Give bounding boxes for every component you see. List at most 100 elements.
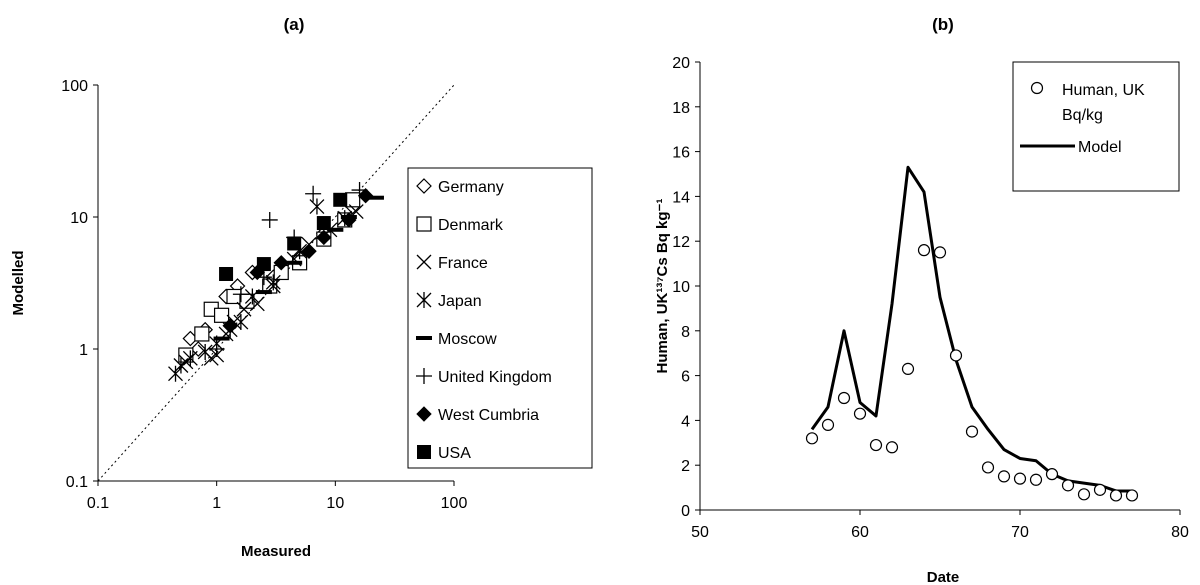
chart-a-legend-label-usa: USA <box>438 445 471 462</box>
chart-a-point-west-cumbria <box>273 255 289 271</box>
chart-a-y-tick-label: 0.1 <box>66 474 88 491</box>
chart-a-point-united-kingdom <box>232 286 249 303</box>
chart-a-point-germany <box>190 341 207 357</box>
chart-b-points <box>805 244 1139 502</box>
chart-b-x-tick-label: 80 <box>1171 524 1189 541</box>
chart-b-point-human-uk <box>917 244 931 257</box>
chart-b-y-tick-label: 0 <box>681 503 690 520</box>
chart-a-point-moscow <box>213 336 230 341</box>
chart-a-legend-box <box>407 167 593 469</box>
chart-a-point-france <box>236 301 252 317</box>
chart-a-point-japan <box>309 198 325 215</box>
chart-a-axes <box>97 85 454 482</box>
chart-a: (a) 0.1 1 10 100 0.1 1 10 100 Measured Modelled… <box>10 15 593 560</box>
chart-b-title: (b) <box>932 15 954 34</box>
chart-b-point-human-uk <box>1061 479 1075 492</box>
chart-a-legend-marker-japan <box>416 292 432 308</box>
chart-b-y-tick-label: 8 <box>681 324 690 341</box>
chart-a-point-west-cumbria <box>341 212 357 228</box>
chart-b-point-human-uk <box>965 425 979 438</box>
chart-a-point-united-kingdom <box>261 211 278 228</box>
chart-b-point-human-uk <box>901 362 915 375</box>
chart-a-legend-marker-united-kingdom <box>416 368 432 384</box>
chart-b: (b) 50 60 70 80 0 2 4 6 8 10 12 14 16 18 20 Date Human… <box>654 15 1189 585</box>
chart-a-point-japan <box>173 357 189 374</box>
chart-b-point-human-uk <box>933 246 947 259</box>
chart-a-point-moscow <box>327 227 344 232</box>
chart-b-point-human-uk <box>1093 483 1107 496</box>
chart-b-point-human-uk <box>997 470 1011 483</box>
chart-a-point-moscow <box>367 195 384 200</box>
chart-b-y-tick-label: 10 <box>672 279 690 296</box>
chart-a-point-west-cumbria <box>301 243 317 259</box>
chart-b-y-tick-label: 14 <box>672 189 690 206</box>
chart-b-y-tick-label: 16 <box>672 145 690 162</box>
chart-a-point-usa <box>256 257 271 272</box>
chart-b-x-tick-label: 50 <box>691 524 709 541</box>
chart-a-point-denmark <box>213 307 230 323</box>
chart-a-legend-label-moscow: Moscow <box>438 331 497 348</box>
chart-a-point-denmark <box>345 192 361 208</box>
chart-b-point-human-uk <box>1077 488 1091 501</box>
chart-a-title: (a) <box>284 15 305 34</box>
chart-b-point-human-uk <box>1045 468 1059 481</box>
chart-b-y-tick-label: 20 <box>672 55 690 72</box>
chart-a-point-japan <box>197 343 213 360</box>
chart-a-legend-items: Germany Denmark France Japan Moscow United Ki… <box>416 178 552 462</box>
chart-a-point-usa <box>333 192 348 207</box>
chart-b-point-human-uk <box>821 418 835 431</box>
chart-b-legend-label-model: Model <box>1078 139 1122 156</box>
chart-b-point-human-uk <box>1125 489 1139 502</box>
chart-a-point-denmark <box>226 288 242 305</box>
chart-b-y-tick-label: 4 <box>681 413 690 430</box>
chart-a-legend-label-japan: Japan <box>438 293 482 310</box>
chart-a-xlabel: Measured <box>241 543 311 560</box>
chart-b-point-human-uk <box>805 432 819 445</box>
chart-b-point-human-uk <box>869 438 883 452</box>
chart-b-point-human-uk <box>1013 472 1027 485</box>
chart-b-point-human-uk <box>981 461 995 474</box>
chart-b-x-tick-label: 60 <box>851 524 869 541</box>
chart-a-legend-label-france: France <box>438 255 488 272</box>
chart-a-legend-marker-germany <box>416 178 432 194</box>
chart-a-legend-label-denmark: Denmark <box>438 217 504 234</box>
chart-a-ticks: 0.1 1 10 100 0.1 1 10 100 <box>61 78 467 512</box>
chart-a-point-west-cumbria <box>316 229 332 246</box>
chart-b-y-tick-label: 2 <box>681 458 690 475</box>
chart-a-legend-label-west-cumbria: West Cumbria <box>438 407 539 424</box>
chart-a-ylabel: Modelled <box>10 250 27 315</box>
chart-b-point-human-uk <box>1029 473 1043 486</box>
chart-a-legend-marker-usa <box>417 445 431 459</box>
chart-b-point-human-uk <box>853 407 867 420</box>
chart-b-x-tick-label: 70 <box>1011 524 1029 541</box>
chart-b-series-model-line <box>810 165 1132 493</box>
chart-b-point-human-uk <box>837 391 851 405</box>
chart-a-point-japan <box>182 350 198 367</box>
chart-b-y-tick-label: 6 <box>681 369 690 386</box>
chart-a-point-usa <box>287 236 302 251</box>
chart-a-point-united-kingdom <box>305 185 322 202</box>
chart-a-y-tick-label: 10 <box>70 210 88 227</box>
chart-a-legend-marker-moscow <box>416 336 432 340</box>
chart-a-point-united-kingdom <box>208 341 225 357</box>
chart-a-point-moscow <box>255 290 272 295</box>
chart-a-point-moscow <box>286 260 303 265</box>
chart-a-point-denmark <box>194 326 210 342</box>
chart-b-legend-marker-human <box>1030 81 1044 95</box>
chart-b-legend-label-human: Human, UK Bq/kg <box>1062 82 1149 124</box>
chart-a-point-usa <box>316 216 331 231</box>
chart-a-points <box>168 182 384 382</box>
chart-a-point-japan <box>168 365 183 382</box>
chart-a-legend-label-germany: Germany <box>438 179 504 196</box>
chart-a-point-usa <box>219 266 234 281</box>
chart-b-point-human-uk <box>885 441 899 454</box>
chart-a-y-tick-label: 1 <box>79 342 88 359</box>
chart-b-ticks: 50 60 70 80 0 2 4 6 8 10 12 14 16 18 20 <box>672 55 1189 541</box>
chart-a-legend: Germany Denmark France Japan Moscow United Ki… <box>407 167 593 469</box>
chart-b-legend: Human, UK Bq/kg Model <box>1012 61 1180 192</box>
chart-b-point-human-uk <box>949 349 963 362</box>
chart-a-x-tick-label: 0.1 <box>87 495 109 512</box>
chart-a-y-tick-label: 100 <box>61 78 88 95</box>
chart-a-x-tick-label: 100 <box>441 495 468 512</box>
